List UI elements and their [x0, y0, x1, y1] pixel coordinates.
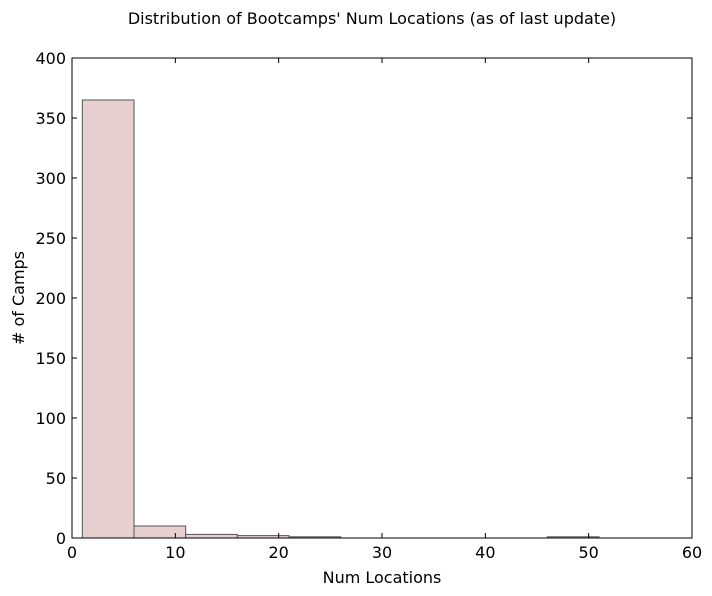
chart-title: Distribution of Bootcamps' Num Locations… [128, 9, 616, 28]
x-tick-label-3: 30 [372, 543, 392, 562]
y-tick-label-4: 200 [35, 289, 66, 308]
y-tick-label-2: 100 [35, 409, 66, 428]
plot-frame [71, 57, 693, 539]
x-tick-label-6: 60 [682, 543, 702, 562]
x-tick-label-5: 50 [578, 543, 598, 562]
histogram-bar-2 [185, 533, 238, 539]
x-tick-label-0: 0 [67, 543, 77, 562]
y-axis-label: # of Camps [9, 251, 28, 345]
y-tick-label-1: 50 [46, 469, 66, 488]
y-tick-label-0: 0 [56, 529, 66, 548]
y-tick-label-6: 300 [35, 169, 66, 188]
histogram-bar-0 [81, 99, 135, 539]
x-tick-label-2: 20 [268, 543, 288, 562]
y-tick-label-5: 250 [35, 229, 66, 248]
x-axis-label: Num Locations [323, 568, 442, 587]
y-tick-label-7: 350 [35, 109, 66, 128]
y-tick-label-3: 150 [35, 349, 66, 368]
histogram-bar-1 [133, 525, 187, 539]
x-tick-label-4: 40 [475, 543, 495, 562]
bars-layer [81, 99, 600, 539]
ticks-layer: 0 10 20 30 40 50 60 0 50 100 150 200 250 300 350 400 [35, 49, 702, 562]
x-tick-label-1: 10 [165, 543, 185, 562]
y-tick-label-8: 400 [35, 49, 66, 68]
